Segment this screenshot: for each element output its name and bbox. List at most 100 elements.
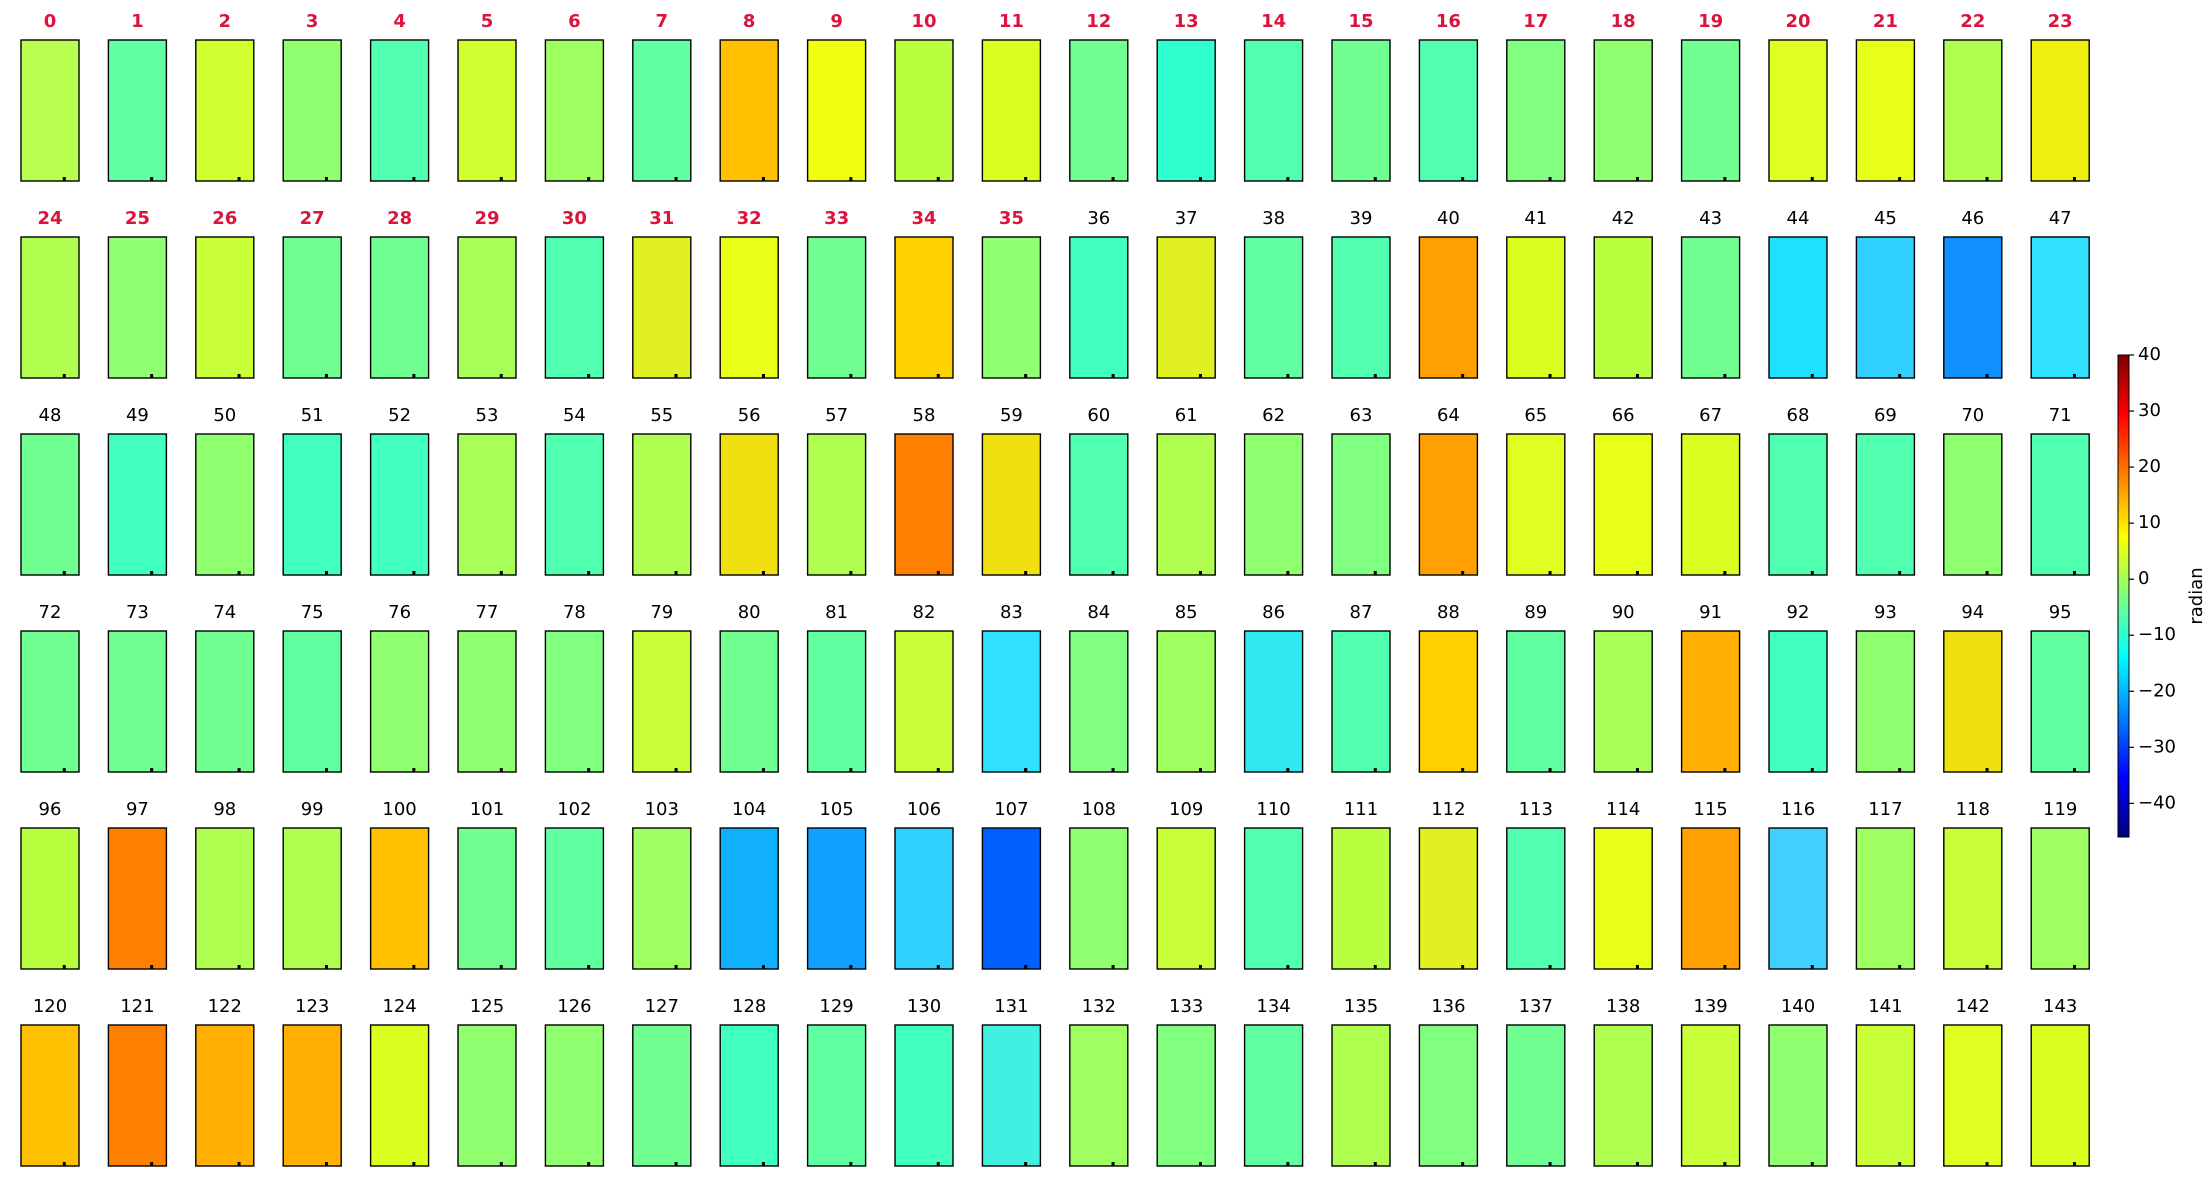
panel-tick [1286, 768, 1290, 772]
panel [195, 236, 255, 379]
panel [1156, 630, 1216, 773]
panel-tick [1373, 571, 1377, 575]
panel-tick [674, 571, 678, 575]
panel-tick [1461, 965, 1465, 969]
panel [1418, 630, 1479, 773]
panel-label: 59 [1000, 405, 1023, 426]
panel [1243, 630, 1304, 773]
panel [806, 236, 867, 379]
panel-label: 12 [1086, 11, 1111, 32]
panel-tick [674, 965, 678, 969]
panel-tick [1373, 177, 1377, 181]
panel-tick [1810, 768, 1814, 772]
panel-label: 46 [1961, 208, 1984, 229]
panel-label: 23 [2048, 11, 2073, 32]
panel-label: 50 [213, 405, 236, 426]
panel-tick [1111, 1162, 1115, 1166]
panel [20, 39, 80, 182]
panel [1331, 1024, 1391, 1167]
panel [981, 827, 1042, 970]
panel-label: 32 [737, 208, 762, 229]
panel-tick [237, 1162, 241, 1166]
panel-label: 73 [126, 602, 149, 623]
panel-label: 136 [1431, 996, 1465, 1017]
panel [806, 39, 867, 182]
panel [1855, 236, 1916, 379]
panel-tick [62, 177, 66, 181]
panel [1156, 1024, 1216, 1167]
panel-tick [936, 768, 940, 772]
panel [20, 1024, 80, 1167]
panel-tick [674, 768, 678, 772]
panel-label: 7 [656, 11, 669, 32]
panel-tick [237, 571, 241, 575]
panel [369, 630, 430, 773]
panel-label: 81 [825, 602, 848, 623]
panel-label: 26 [212, 208, 237, 229]
panel [457, 39, 517, 182]
panel [894, 236, 954, 379]
panel-tick [1198, 768, 1202, 772]
panel [2030, 1024, 2090, 1167]
panel-tick [1723, 571, 1727, 575]
panel-tick [237, 374, 241, 378]
panel [2030, 630, 2090, 773]
panel-label: 5 [481, 11, 494, 32]
panel [1593, 827, 1653, 970]
panel [107, 1024, 168, 1167]
panel-label: 15 [1348, 11, 1373, 32]
panel-label: 10 [911, 11, 936, 32]
panel-tick [1286, 177, 1290, 181]
panel-tick [324, 177, 328, 181]
panel-label: 3 [306, 11, 319, 32]
panel-label: 85 [1175, 602, 1198, 623]
panel [1418, 433, 1479, 576]
panel-tick [1024, 374, 1028, 378]
panel-tick [1635, 571, 1639, 575]
colorbar-tick-label: 10 [2138, 512, 2161, 533]
panel [1331, 433, 1391, 576]
panel [981, 39, 1042, 182]
panel-tick [587, 374, 591, 378]
panel [1943, 433, 2003, 576]
panel [1243, 1024, 1304, 1167]
panel-label: 114 [1606, 799, 1640, 820]
panel [1768, 630, 1828, 773]
panel-label: 94 [1961, 602, 1984, 623]
panel-label: 132 [1082, 996, 1116, 1017]
panel [806, 630, 867, 773]
panel-label: 71 [2049, 405, 2072, 426]
panel-tick [1111, 177, 1115, 181]
panel-label: 24 [37, 208, 62, 229]
panel-tick [1286, 571, 1290, 575]
panel [632, 827, 692, 970]
panel-tick [412, 768, 416, 772]
panel-tick [412, 571, 416, 575]
panel-tick [1198, 965, 1202, 969]
panel-tick [499, 1162, 503, 1166]
panel-tick [761, 965, 765, 969]
panel-label: 105 [819, 799, 853, 820]
panel-label: 25 [125, 208, 150, 229]
panel [1593, 39, 1653, 182]
panel-label: 95 [2049, 602, 2072, 623]
panel-tick [1461, 177, 1465, 181]
panel-label: 17 [1523, 11, 1548, 32]
panel-label: 48 [39, 405, 62, 426]
panel-label: 14 [1261, 11, 1286, 32]
panel-tick [2072, 965, 2076, 969]
panel [1593, 236, 1653, 379]
panel-tick [1373, 965, 1377, 969]
panel-tick [1810, 1162, 1814, 1166]
panel-tick [1985, 571, 1989, 575]
panel-tick [499, 177, 503, 181]
panel-tick [2072, 177, 2076, 181]
panel-tick [237, 965, 241, 969]
panel-label: 1 [131, 11, 144, 32]
panel-label: 118 [1956, 799, 1990, 820]
panel [457, 630, 517, 773]
panel-label: 135 [1344, 996, 1378, 1017]
panel-label: 58 [913, 405, 936, 426]
panel-tick [150, 965, 154, 969]
